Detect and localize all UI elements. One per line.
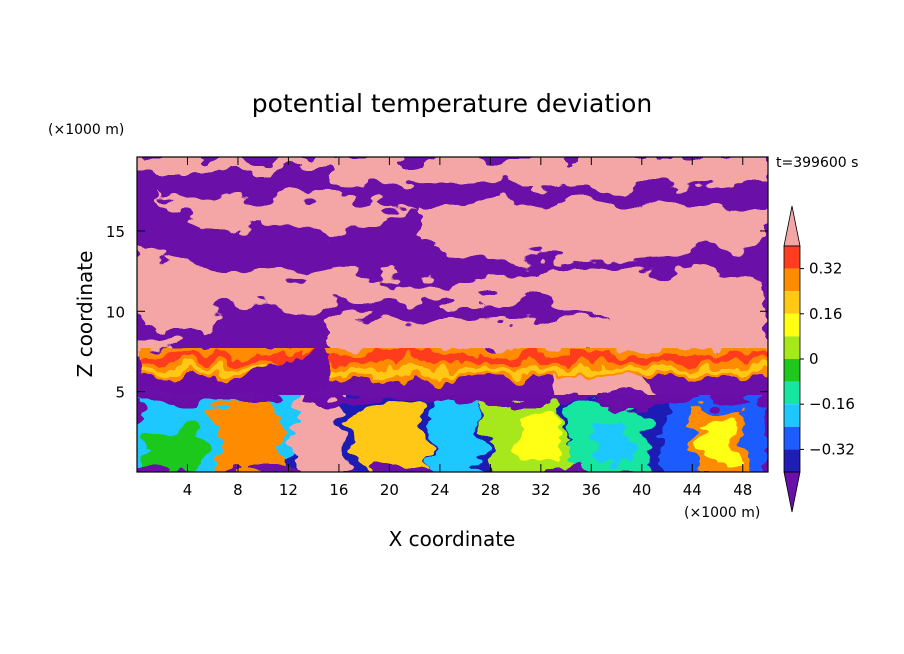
colorbar-extend-max — [783, 205, 801, 247]
colorbar-swatch — [784, 404, 800, 427]
y-unit-label: (×1000 m) — [48, 122, 124, 138]
heatmap-field — [137, 157, 768, 472]
x-tick-label: 4 — [183, 481, 193, 499]
colorbar-swatch — [784, 359, 800, 382]
y-tick-label: 5 — [115, 384, 125, 402]
colorbar: 0.32 0.16 0 −0.16 −0.32 — [783, 205, 855, 513]
x-tick-label: 28 — [481, 481, 500, 499]
plot-frame — [136, 156, 769, 473]
colorbar-swatch — [784, 336, 800, 359]
colorbar-swatch — [784, 449, 800, 472]
x-tick-label: 24 — [430, 481, 449, 499]
colorbar-swatch — [784, 313, 800, 337]
colorbar-swatch — [784, 426, 800, 450]
x-tick-label: 44 — [683, 481, 702, 499]
colorbar-tick-label: −0.32 — [809, 440, 855, 458]
x-axis-ticks: 4 8 12 16 20 24 28 32 36 40 44 48 — [183, 157, 752, 499]
colorbar-swatch — [784, 268, 800, 292]
colorbar-tick-label: −0.16 — [809, 395, 855, 413]
chart-title: potential temperature deviation — [252, 89, 652, 118]
x-tick-label: 12 — [279, 481, 298, 499]
y-axis-ticks: 5 10 15 — [106, 223, 768, 402]
colorbar-tick-label: 0 — [809, 350, 819, 368]
x-tick-label: 8 — [233, 481, 243, 499]
x-tick-label: 16 — [329, 481, 348, 499]
y-axis-label: Z coordinate — [73, 251, 97, 378]
colorbar-tick-label: 0.32 — [809, 260, 842, 278]
y-tick-label: 10 — [106, 303, 125, 321]
x-tick-label: 32 — [531, 481, 550, 499]
x-tick-label: 48 — [733, 481, 752, 499]
colorbar-swatch — [784, 246, 800, 269]
x-unit-label: (×1000 m) — [684, 505, 760, 521]
x-tick-label: 36 — [582, 481, 601, 499]
x-tick-label: 40 — [632, 481, 651, 499]
colorbar-swatch — [784, 291, 800, 314]
x-axis-label: X coordinate — [389, 527, 516, 551]
time-label: t=399600 s — [776, 155, 858, 171]
colorbar-swatch — [784, 381, 800, 405]
x-tick-label: 20 — [380, 481, 399, 499]
colorbar-extend-min — [783, 471, 801, 513]
y-tick-label: 15 — [106, 223, 125, 241]
colorbar-tick-label: 0.16 — [809, 305, 842, 323]
